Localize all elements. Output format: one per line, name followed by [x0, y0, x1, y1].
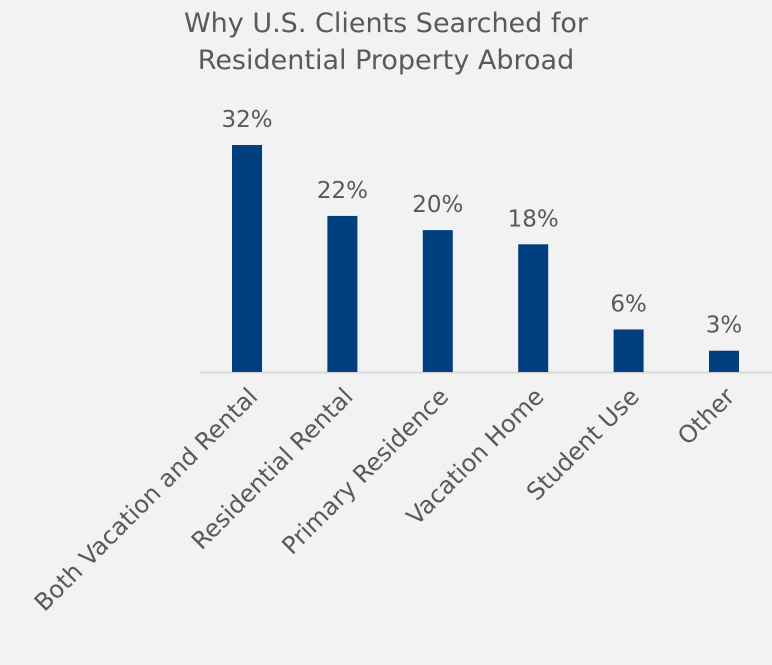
bar [232, 145, 262, 372]
data-label: 3% [706, 313, 743, 339]
chart-title-line-1: Why U.S. Clients Searched for [183, 8, 589, 39]
bar [327, 215, 358, 372]
x-tick-label: Primary Residence [277, 382, 455, 560]
bar [613, 329, 644, 372]
x-tick-label: Other [672, 382, 740, 450]
bar [709, 350, 739, 372]
bar [518, 244, 549, 372]
data-label: 32% [221, 107, 272, 133]
chart-title: Why U.S. Clients Searched for Residentia… [0, 5, 772, 79]
data-label: 22% [317, 178, 368, 204]
data-label: 18% [508, 206, 559, 232]
x-tick-label: Residential Rental [186, 382, 359, 555]
data-label: 6% [610, 291, 647, 317]
chart-title-line-2: Residential Property Abroad [197, 45, 575, 76]
bar [422, 230, 453, 372]
data-label: 20% [412, 192, 463, 218]
